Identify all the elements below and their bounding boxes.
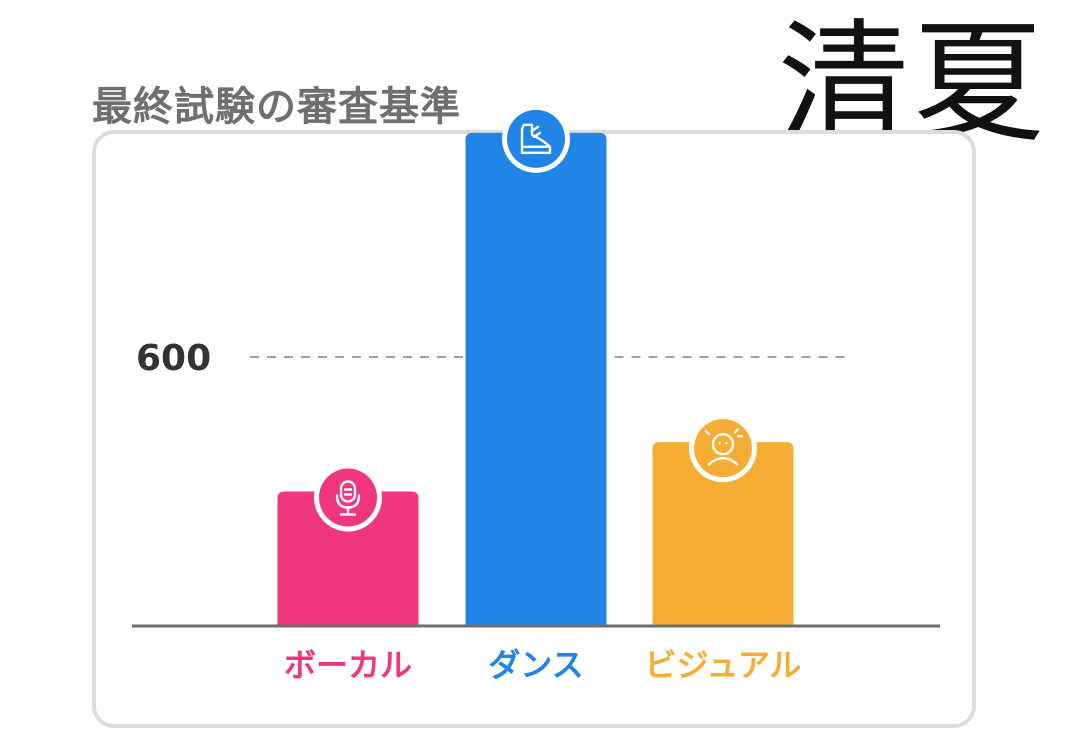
category-label-3: ビジュアル — [645, 646, 802, 684]
chart-title: 最終試験の審査基準 — [92, 84, 461, 130]
reference-line-label: 600 — [136, 338, 211, 379]
microphone-icon — [314, 463, 382, 532]
bar-1 — [277, 491, 419, 626]
bars-layer — [277, 132, 794, 627]
icons-layer — [314, 104, 757, 532]
bar-2 — [465, 132, 607, 627]
handwritten-annotation: 清夏 — [778, 7, 1046, 161]
category-label-1: ボーカル — [284, 646, 412, 684]
reference-layer: 600 — [136, 338, 852, 379]
dance-shoe-icon — [502, 104, 570, 173]
labels-layer: ボーカル ダンス ビジュアル — [284, 646, 801, 684]
bar-3 — [652, 442, 794, 626]
face-icon — [689, 414, 757, 483]
category-label-2: ダンス — [488, 646, 583, 684]
